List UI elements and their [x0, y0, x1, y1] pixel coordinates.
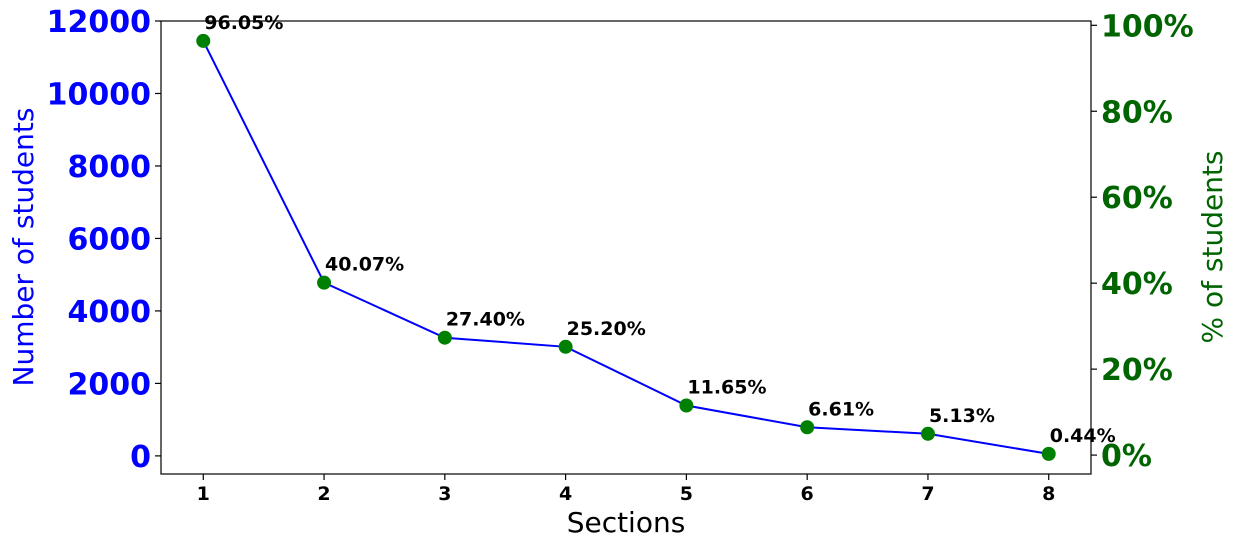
data-point-label: 6.61%	[808, 398, 874, 420]
left-tick-label: 6000	[68, 222, 152, 257]
data-point-label: 96.05%	[204, 12, 283, 34]
left-tick-label: 4000	[68, 295, 152, 330]
left-tick-label: 10000	[47, 77, 151, 112]
data-point-label: 40.07%	[325, 254, 404, 276]
left-axis-ticks: 0 2000 4000 6000 8000 10000 12000	[47, 5, 161, 475]
data-point-marker	[437, 330, 452, 345]
x-tick-label: 3	[438, 483, 451, 505]
x-tick-label: 8	[1042, 483, 1055, 505]
data-point-marker	[679, 398, 694, 413]
data-point-marker	[1041, 446, 1056, 461]
right-tick-label: 40%	[1101, 267, 1173, 302]
data-point-label: 25.20%	[567, 318, 646, 340]
data-point-marker	[558, 339, 573, 354]
x-axis-ticks: 1 2 3 4 5 6 7 8	[197, 474, 1055, 505]
series-markers	[196, 33, 1056, 461]
right-tick-label: 0%	[1101, 439, 1152, 474]
right-tick-label: 80%	[1101, 95, 1173, 130]
left-tick-label: 0	[130, 440, 151, 475]
left-tick-label: 2000	[68, 367, 152, 402]
data-point-marker	[196, 33, 211, 48]
x-tick-label: 4	[559, 483, 572, 505]
data-point-label: 11.65%	[687, 377, 766, 399]
x-tick-label: 1	[197, 483, 210, 505]
data-point-label: 5.13%	[929, 405, 995, 427]
x-tick-label: 6	[801, 483, 814, 505]
x-tick-label: 5	[680, 483, 693, 505]
x-axis-title: Sections	[567, 506, 686, 539]
data-point-label: 27.40%	[446, 309, 525, 331]
right-axis-ticks: 0% 20% 40% 60% 80% 100%	[1091, 9, 1194, 474]
left-tick-label: 12000	[47, 5, 151, 40]
left-tick-label: 8000	[68, 150, 152, 185]
data-point-marker	[317, 275, 332, 290]
series-line	[202, 40, 1049, 455]
left-axis-title: Number of students	[7, 108, 40, 387]
right-axis-title: % of students	[1196, 150, 1229, 343]
data-point-label: 0.44%	[1050, 425, 1116, 447]
x-tick-label: 2	[317, 483, 330, 505]
right-tick-label: 100%	[1101, 9, 1194, 44]
data-labels: 96.05% 40.07% 27.40% 25.20% 11.65% 6.61% 5.13%…	[204, 12, 1115, 447]
data-point-marker	[800, 420, 815, 435]
right-tick-label: 60%	[1101, 181, 1173, 216]
data-point-marker	[920, 426, 935, 441]
plot-area-frame	[160, 20, 1092, 475]
right-tick-label: 20%	[1101, 353, 1173, 388]
x-tick-label: 7	[921, 483, 934, 505]
